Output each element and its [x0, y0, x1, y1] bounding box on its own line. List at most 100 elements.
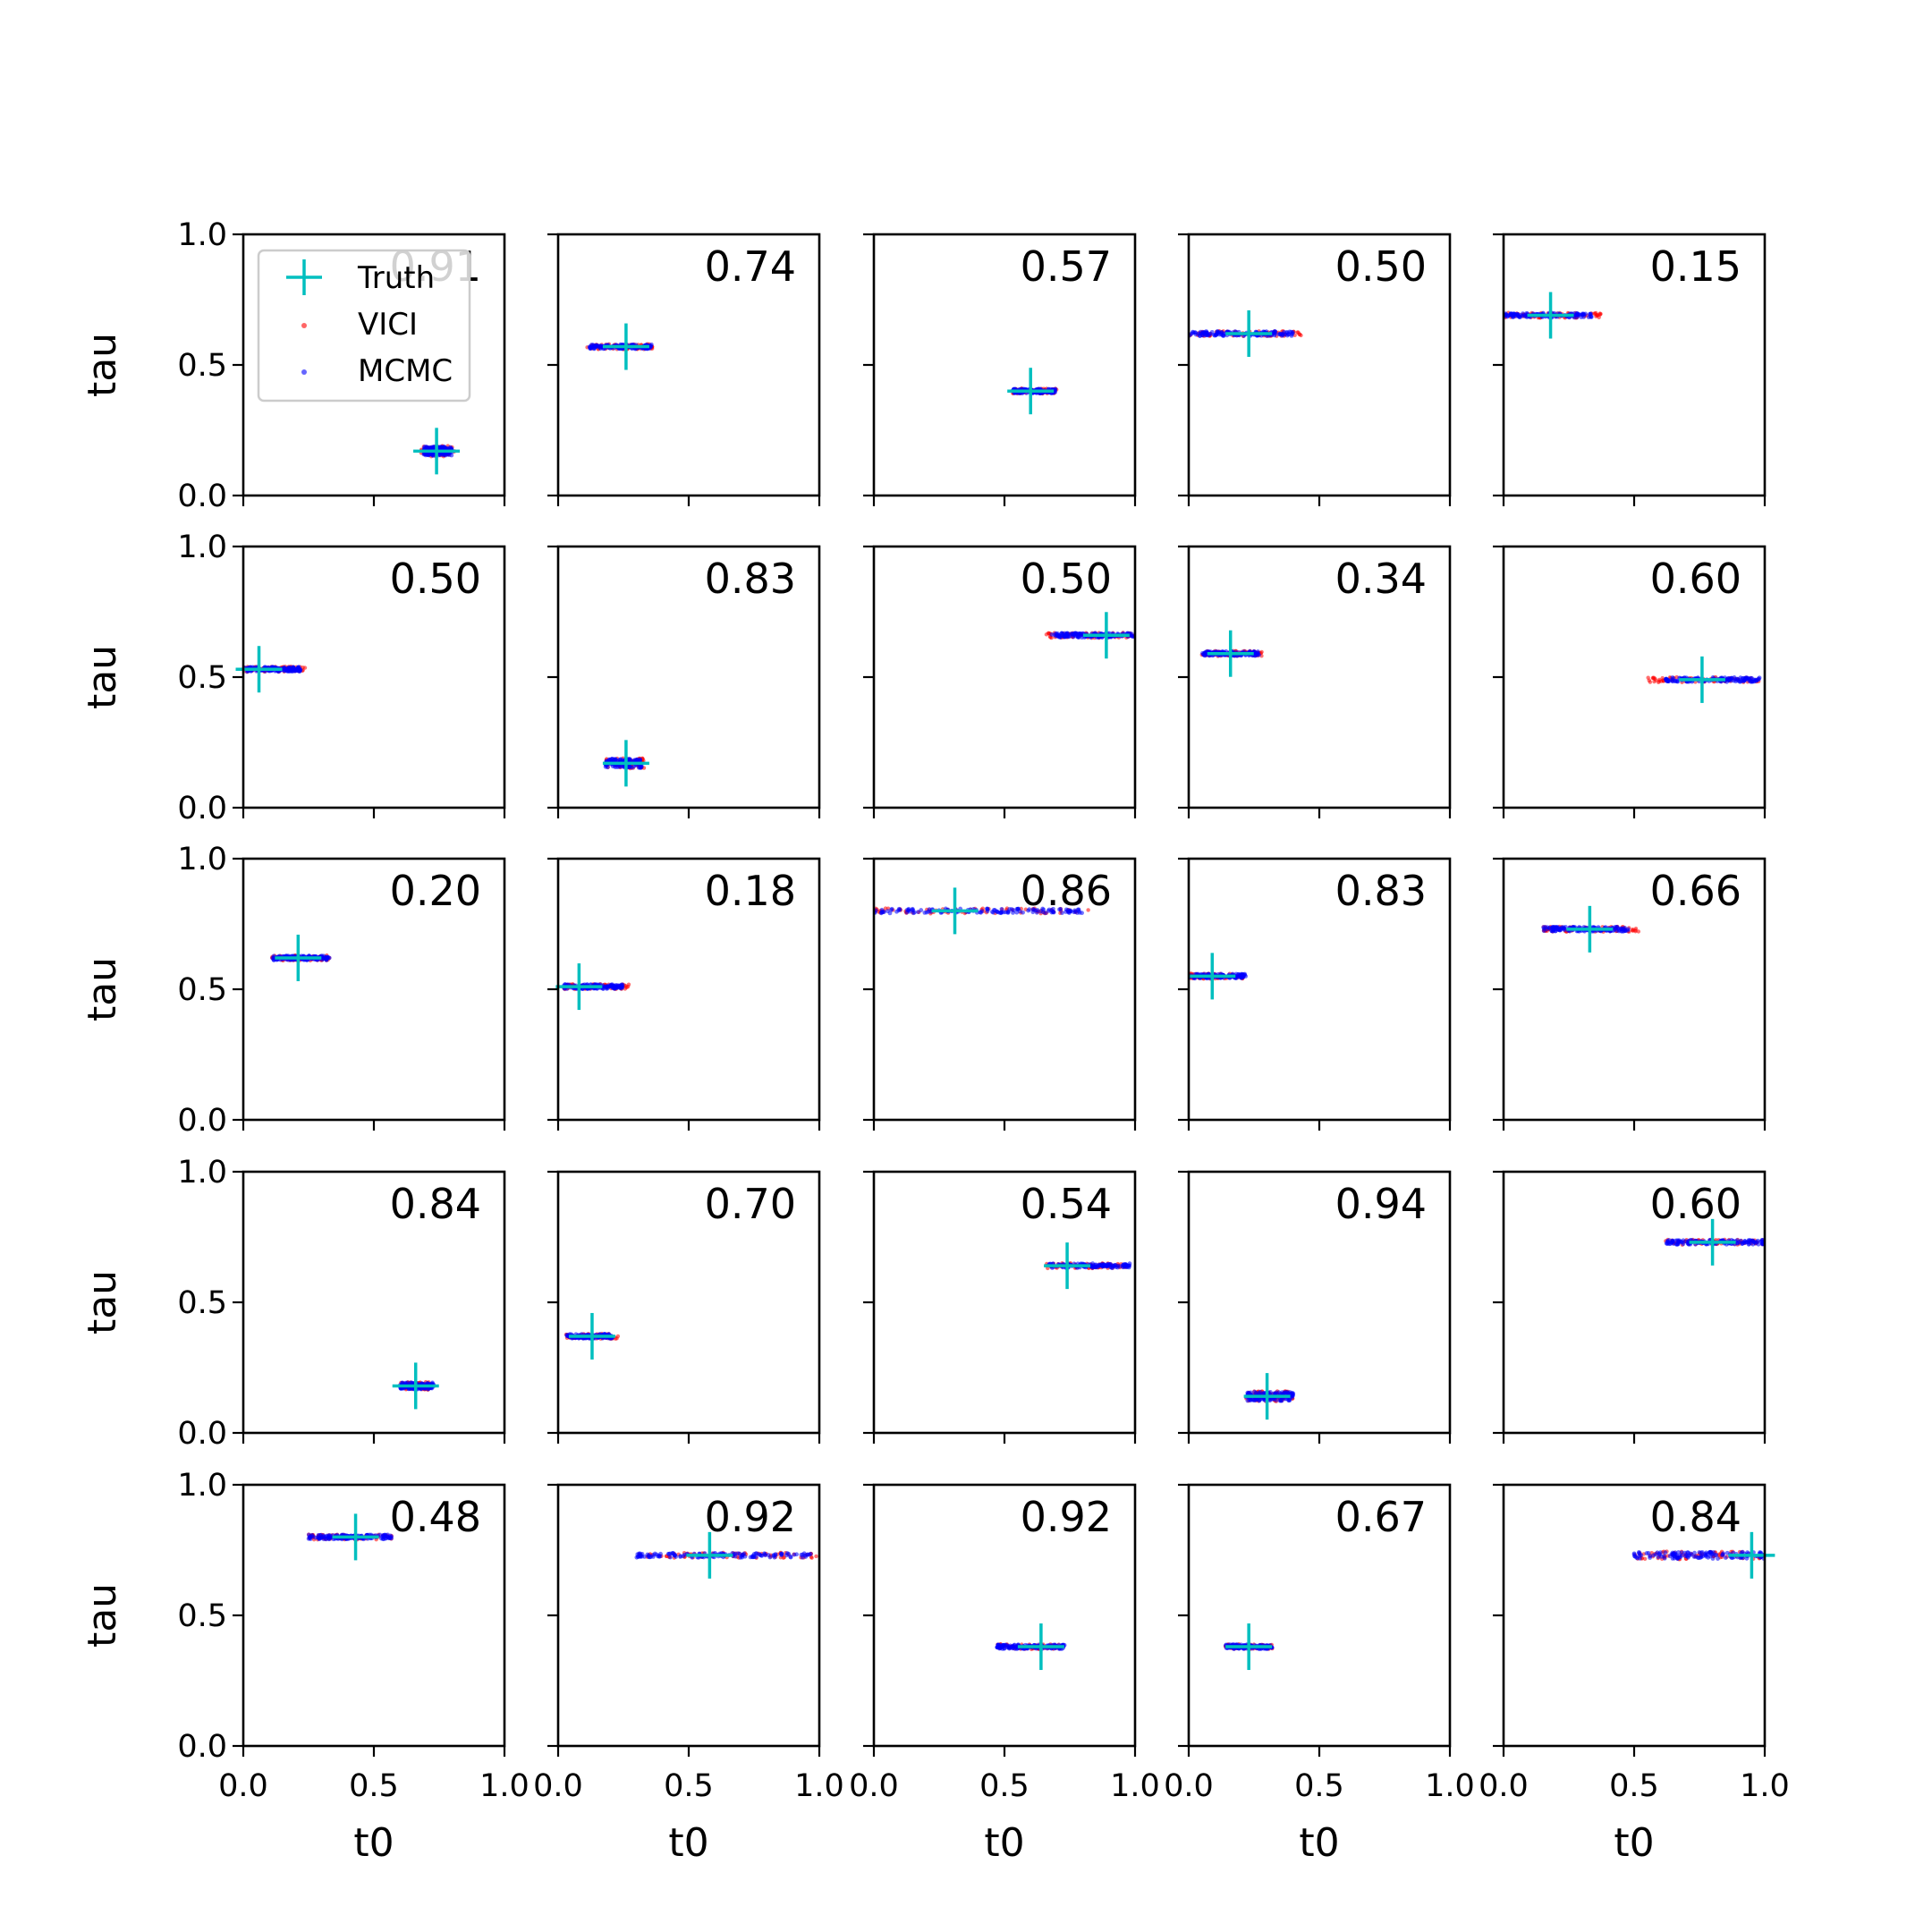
mcmc-point — [733, 1554, 738, 1559]
mcmc-point — [1049, 632, 1055, 637]
mcmc-point — [1272, 1391, 1277, 1396]
mcmc-point — [1669, 677, 1674, 682]
mcmc-point — [1093, 1265, 1098, 1270]
mcmc-point — [1254, 651, 1259, 657]
mcmc-point — [1261, 1391, 1266, 1396]
mcmc-point — [1213, 333, 1218, 338]
mcmc-point — [1250, 1397, 1256, 1402]
legend-vici-marker — [301, 323, 307, 328]
mcmc-point — [1674, 1241, 1680, 1247]
mcmc-point — [1072, 631, 1077, 636]
mcmc-point — [771, 1554, 776, 1558]
mcmc-point — [377, 1532, 383, 1538]
mcmc-point — [618, 986, 623, 991]
vici-point — [1636, 929, 1641, 934]
mcmc-point — [283, 666, 287, 671]
subplot-4-4: 0.94 — [1178, 1170, 1452, 1444]
mcmc-point — [1664, 676, 1669, 682]
mcmc-point — [1090, 1261, 1096, 1267]
mcmc-point — [444, 452, 449, 456]
subplot-2-4: 0.34 — [1178, 545, 1452, 818]
subplot-4-2: 0.70 — [547, 1170, 821, 1444]
mcmc-point — [1014, 910, 1020, 915]
mcmc-point — [995, 910, 1000, 914]
mcmc-point — [907, 909, 912, 914]
mcmc-point — [1578, 312, 1582, 318]
y-axis-label: tau — [80, 957, 125, 1021]
mcmc-point — [614, 758, 619, 763]
mcmc-point — [1075, 634, 1080, 640]
subplot-3-5: 0.66 — [1493, 857, 1767, 1131]
mcmc-point — [748, 1555, 753, 1560]
mcmc-point — [648, 344, 653, 350]
overlap-value: 0.50 — [1021, 555, 1112, 603]
y-tick-label: 0.5 — [177, 348, 227, 384]
vici-point — [1648, 680, 1653, 684]
mcmc-point — [1126, 1263, 1131, 1268]
mcmc-point — [1072, 910, 1076, 915]
mcmc-point — [682, 1552, 687, 1557]
mcmc-point — [402, 1380, 408, 1385]
mcmc-point — [1741, 1241, 1747, 1245]
mcmc-point — [754, 1551, 759, 1556]
mcmc-point — [919, 908, 924, 912]
overlap-value: 0.66 — [1650, 867, 1741, 915]
legend-label-mcmc: MCMC — [358, 353, 453, 389]
mcmc-point — [1197, 334, 1202, 338]
mcmc-point — [1015, 907, 1021, 911]
legend-label-vici: VICI — [358, 307, 418, 343]
mcmc-point — [985, 906, 990, 911]
mcmc-point — [1190, 331, 1194, 336]
y-tick-label: 1.0 — [177, 530, 227, 565]
mcmc-point — [784, 1553, 789, 1558]
mcmc-point — [1033, 908, 1038, 913]
mcmc-point — [1215, 329, 1220, 335]
mcmc-point — [1755, 1238, 1760, 1243]
mcmc-point — [1100, 1264, 1106, 1269]
mcmc-point — [430, 1380, 435, 1385]
mcmc-point — [648, 1555, 653, 1559]
mcmc-point — [1026, 908, 1031, 913]
mcmc-point — [779, 1552, 784, 1557]
subplot-3-2: 0.18 — [547, 857, 821, 1131]
mcmc-point — [637, 1551, 641, 1556]
mcmc-point — [1751, 677, 1757, 682]
mcmc-point — [788, 1554, 793, 1559]
mcmc-point — [426, 1386, 431, 1392]
y-tick-label: 0.0 — [177, 479, 227, 514]
y-tick-label: 0.5 — [177, 660, 227, 696]
mcmc-point — [289, 669, 294, 674]
overlap-value: 0.86 — [1021, 867, 1112, 915]
subplot-2-3: 0.50 — [863, 545, 1137, 818]
mcmc-point — [437, 445, 442, 450]
mcmc-point — [1106, 1263, 1111, 1268]
mcmc-point — [1676, 1238, 1682, 1243]
mcmc-point — [741, 1551, 747, 1556]
mcmc-point — [1286, 1398, 1292, 1402]
subplot-1-2: 0.74 — [547, 233, 821, 506]
mcmc-point — [758, 1553, 764, 1558]
subplot-4-5: 0.60 — [1493, 1170, 1767, 1444]
mcmc-point — [1056, 633, 1062, 638]
mcmc-point — [1202, 332, 1208, 336]
overlap-value: 0.83 — [1335, 867, 1427, 915]
subplot-3-4: 0.83 — [1178, 857, 1452, 1131]
legend-mcmc-marker — [301, 369, 307, 375]
mcmc-point — [1057, 907, 1062, 912]
mcmc-point — [1588, 311, 1593, 317]
vici-point — [1631, 928, 1635, 933]
vici-point — [1646, 675, 1650, 680]
subplot-2-2: 0.83 — [547, 545, 821, 818]
mcmc-point — [911, 911, 916, 916]
mcmc-point — [295, 668, 300, 674]
mcmc-point — [989, 910, 995, 914]
vici-point — [1653, 676, 1657, 681]
x-tick-label: 0.0 — [533, 1768, 583, 1804]
mcmc-point — [1267, 1397, 1273, 1402]
mcmc-point — [627, 765, 632, 770]
mcmc-point — [429, 453, 435, 457]
